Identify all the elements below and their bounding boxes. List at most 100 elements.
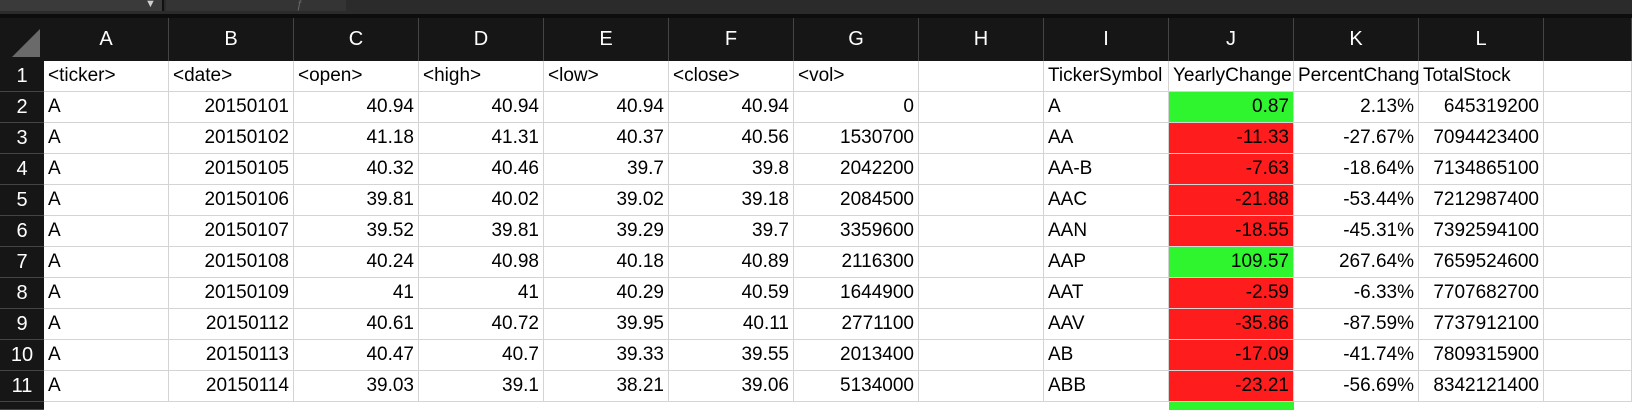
- cell-k3[interactable]: -27.67%: [1294, 123, 1419, 154]
- cell-m9[interactable]: [1544, 309, 1632, 340]
- cell-a10[interactable]: A: [44, 340, 169, 371]
- cell-b8[interactable]: 20150109: [169, 278, 294, 309]
- cell-m7[interactable]: [1544, 247, 1632, 278]
- cell-e6[interactable]: 39.29: [544, 216, 669, 247]
- cell-a11[interactable]: A: [44, 371, 169, 402]
- cell-i6[interactable]: AAN: [1044, 216, 1169, 247]
- row-header[interactable]: 4: [0, 154, 44, 185]
- column-header-h[interactable]: H: [919, 18, 1044, 61]
- cell-d1[interactable]: <high>: [419, 61, 544, 92]
- column-header-k[interactable]: K: [1294, 18, 1419, 61]
- cell-b9[interactable]: 20150112: [169, 309, 294, 340]
- cell-c10[interactable]: 40.47: [294, 340, 419, 371]
- cell-l2[interactable]: 645319200: [1419, 92, 1544, 123]
- cell-d2[interactable]: 40.94: [419, 92, 544, 123]
- formula-bar[interactable]: ƒ: [166, 0, 346, 11]
- cell-k4[interactable]: -18.64%: [1294, 154, 1419, 185]
- cell-k2[interactable]: 2.13%: [1294, 92, 1419, 123]
- cell-l9[interactable]: 7737912100: [1419, 309, 1544, 340]
- cell-i11[interactable]: ABB: [1044, 371, 1169, 402]
- cell-f3[interactable]: 40.56: [669, 123, 794, 154]
- row-header[interactable]: 6: [0, 216, 44, 247]
- cell-g3[interactable]: 1530700: [794, 123, 919, 154]
- column-header-i[interactable]: I: [1044, 18, 1169, 61]
- cell-k8[interactable]: -6.33%: [1294, 278, 1419, 309]
- cell-e3[interactable]: 40.37: [544, 123, 669, 154]
- cell-i4[interactable]: AA-B: [1044, 154, 1169, 185]
- cell-j10[interactable]: -17.09: [1169, 340, 1294, 371]
- cell-a8[interactable]: A: [44, 278, 169, 309]
- cell-l10[interactable]: 7809315900: [1419, 340, 1544, 371]
- cell-h4[interactable]: [919, 154, 1044, 185]
- column-header-d[interactable]: D: [419, 18, 544, 61]
- chevron-down-icon[interactable]: ▼: [145, 0, 156, 10]
- cell-f9[interactable]: 40.11: [669, 309, 794, 340]
- cell-e2[interactable]: 40.94: [544, 92, 669, 123]
- row-header[interactable]: 5: [0, 185, 44, 216]
- cell-h7[interactable]: [919, 247, 1044, 278]
- cell-g7[interactable]: 2116300: [794, 247, 919, 278]
- cell-c9[interactable]: 40.61: [294, 309, 419, 340]
- row-header[interactable]: [0, 402, 44, 410]
- row-header[interactable]: 2: [0, 92, 44, 123]
- cell-m8[interactable]: [1544, 278, 1632, 309]
- cell-e11[interactable]: 38.21: [544, 371, 669, 402]
- cell-d5[interactable]: 40.02: [419, 185, 544, 216]
- cell-c8[interactable]: 41: [294, 278, 419, 309]
- cell-f11[interactable]: 39.06: [669, 371, 794, 402]
- cell-m10[interactable]: [1544, 340, 1632, 371]
- cell-g10[interactable]: 2013400: [794, 340, 919, 371]
- cell-a2[interactable]: A: [44, 92, 169, 123]
- cell-m5[interactable]: [1544, 185, 1632, 216]
- cell-h8[interactable]: [919, 278, 1044, 309]
- cell-e9[interactable]: 39.95: [544, 309, 669, 340]
- cell-g9[interactable]: 2771100: [794, 309, 919, 340]
- cell-k9[interactable]: -87.59%: [1294, 309, 1419, 340]
- cell-a1[interactable]: <ticker>: [44, 61, 169, 92]
- cell-b2[interactable]: 20150101: [169, 92, 294, 123]
- cell-l5[interactable]: 7212987400: [1419, 185, 1544, 216]
- cell-b4[interactable]: 20150105: [169, 154, 294, 185]
- cell-k10[interactable]: -41.74%: [1294, 340, 1419, 371]
- cell-f2[interactable]: 40.94: [669, 92, 794, 123]
- cell-a4[interactable]: A: [44, 154, 169, 185]
- cell-c11[interactable]: 39.03: [294, 371, 419, 402]
- cell-m11[interactable]: [1544, 371, 1632, 402]
- cell-e10[interactable]: 39.33: [544, 340, 669, 371]
- cell-e5[interactable]: 39.02: [544, 185, 669, 216]
- cell-c3[interactable]: 41.18: [294, 123, 419, 154]
- cell-h5[interactable]: [919, 185, 1044, 216]
- row-header[interactable]: 3: [0, 123, 44, 154]
- cell-k1[interactable]: PercentChange: [1294, 61, 1419, 92]
- cell-k11[interactable]: -56.69%: [1294, 371, 1419, 402]
- cell-j7[interactable]: 109.57: [1169, 247, 1294, 278]
- cell-k5[interactable]: -53.44%: [1294, 185, 1419, 216]
- column-header-f[interactable]: F: [669, 18, 794, 61]
- cell-a6[interactable]: A: [44, 216, 169, 247]
- cell-a9[interactable]: A: [44, 309, 169, 340]
- cell-i5[interactable]: AAC: [1044, 185, 1169, 216]
- row-header[interactable]: 8: [0, 278, 44, 309]
- cell-i8[interactable]: AAT: [1044, 278, 1169, 309]
- cell-a7[interactable]: A: [44, 247, 169, 278]
- column-header-j[interactable]: J: [1169, 18, 1294, 61]
- cell-g5[interactable]: 2084500: [794, 185, 919, 216]
- cell-c7[interactable]: 40.24: [294, 247, 419, 278]
- cell-a5[interactable]: A: [44, 185, 169, 216]
- cell-f6[interactable]: 39.7: [669, 216, 794, 247]
- cell-e7[interactable]: 40.18: [544, 247, 669, 278]
- spreadsheet-grid[interactable]: A B C D E F G H I J K L 1 <ticker> <date> <open> <high> <…: [0, 18, 1632, 418]
- cell-b10[interactable]: 20150113: [169, 340, 294, 371]
- cell-d11[interactable]: 39.1: [419, 371, 544, 402]
- cell-k7[interactable]: 267.64%: [1294, 247, 1419, 278]
- cell-h11[interactable]: [919, 371, 1044, 402]
- cell-l8[interactable]: 7707682700: [1419, 278, 1544, 309]
- cell-j2[interactable]: 0.87: [1169, 92, 1294, 123]
- cell-j12[interactable]: [1169, 402, 1294, 410]
- cell-l6[interactable]: 7392594100: [1419, 216, 1544, 247]
- name-box[interactable]: ▼: [0, 0, 164, 11]
- cell-j1[interactable]: YearlyChange: [1169, 61, 1294, 92]
- cell-g2[interactable]: 0: [794, 92, 919, 123]
- cell-f5[interactable]: 39.18: [669, 185, 794, 216]
- cell-d6[interactable]: 39.81: [419, 216, 544, 247]
